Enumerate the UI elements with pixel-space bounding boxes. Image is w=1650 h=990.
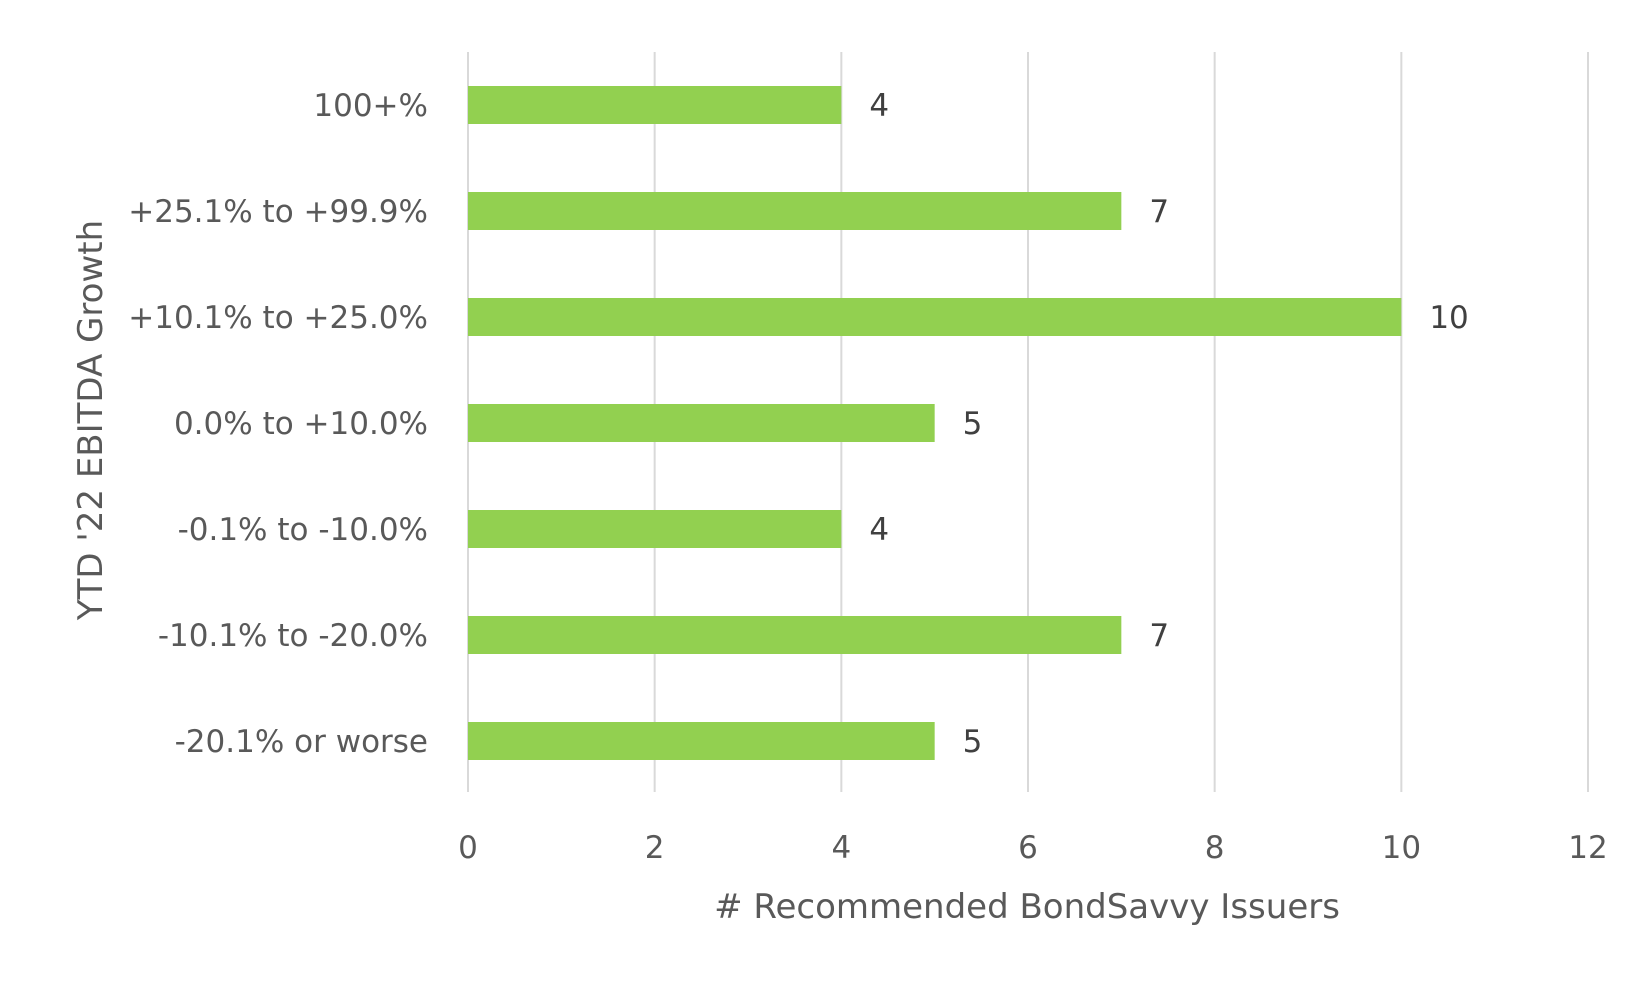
x-tick-label: 8: [1205, 830, 1225, 866]
value-axis: 0 2 4 6 8 10 12: [458, 830, 1608, 866]
bar: [468, 86, 842, 124]
x-tick-label: 4: [831, 830, 851, 866]
bar: [468, 722, 935, 760]
x-axis-title: # Recommended BondSavvy Issuers: [714, 887, 1340, 927]
category-label: +25.1% to +99.9%: [128, 194, 428, 230]
category-label: -0.1% to -10.0%: [178, 512, 428, 548]
bar: [468, 404, 935, 442]
bar: [468, 510, 842, 548]
bar-value-label: 7: [1149, 618, 1169, 654]
x-tick-label: 10: [1382, 830, 1421, 866]
bar-value-label: 5: [963, 724, 983, 760]
bar-value-label: 4: [869, 88, 889, 124]
data-labels: 4 7 10 5 4 7 5: [869, 88, 1468, 760]
category-label: -20.1% or worse: [175, 724, 428, 760]
bar: [468, 298, 1402, 336]
x-tick-label: 6: [1018, 830, 1038, 866]
category-label: 100+%: [313, 88, 428, 124]
x-tick-label: 0: [458, 830, 478, 866]
bar-value-label: 5: [963, 406, 983, 442]
bar-value-label: 4: [869, 512, 889, 548]
y-axis-title: YTD '22 EBITDA Growth: [71, 220, 111, 621]
bars: [468, 86, 1402, 760]
category-label: -10.1% to -20.0%: [158, 618, 428, 654]
category-label: 0.0% to +10.0%: [174, 406, 428, 442]
x-tick-label: 12: [1568, 830, 1607, 866]
category-axis: 100+% +25.1% to +99.9% +10.1% to +25.0% 0.0…: [128, 88, 428, 760]
bar: [468, 616, 1122, 654]
x-tick-label: 2: [645, 830, 665, 866]
bar: [468, 192, 1122, 230]
category-label: +10.1% to +25.0%: [128, 300, 428, 336]
bar-value-label: 10: [1429, 300, 1468, 336]
bar-value-label: 7: [1149, 194, 1169, 230]
